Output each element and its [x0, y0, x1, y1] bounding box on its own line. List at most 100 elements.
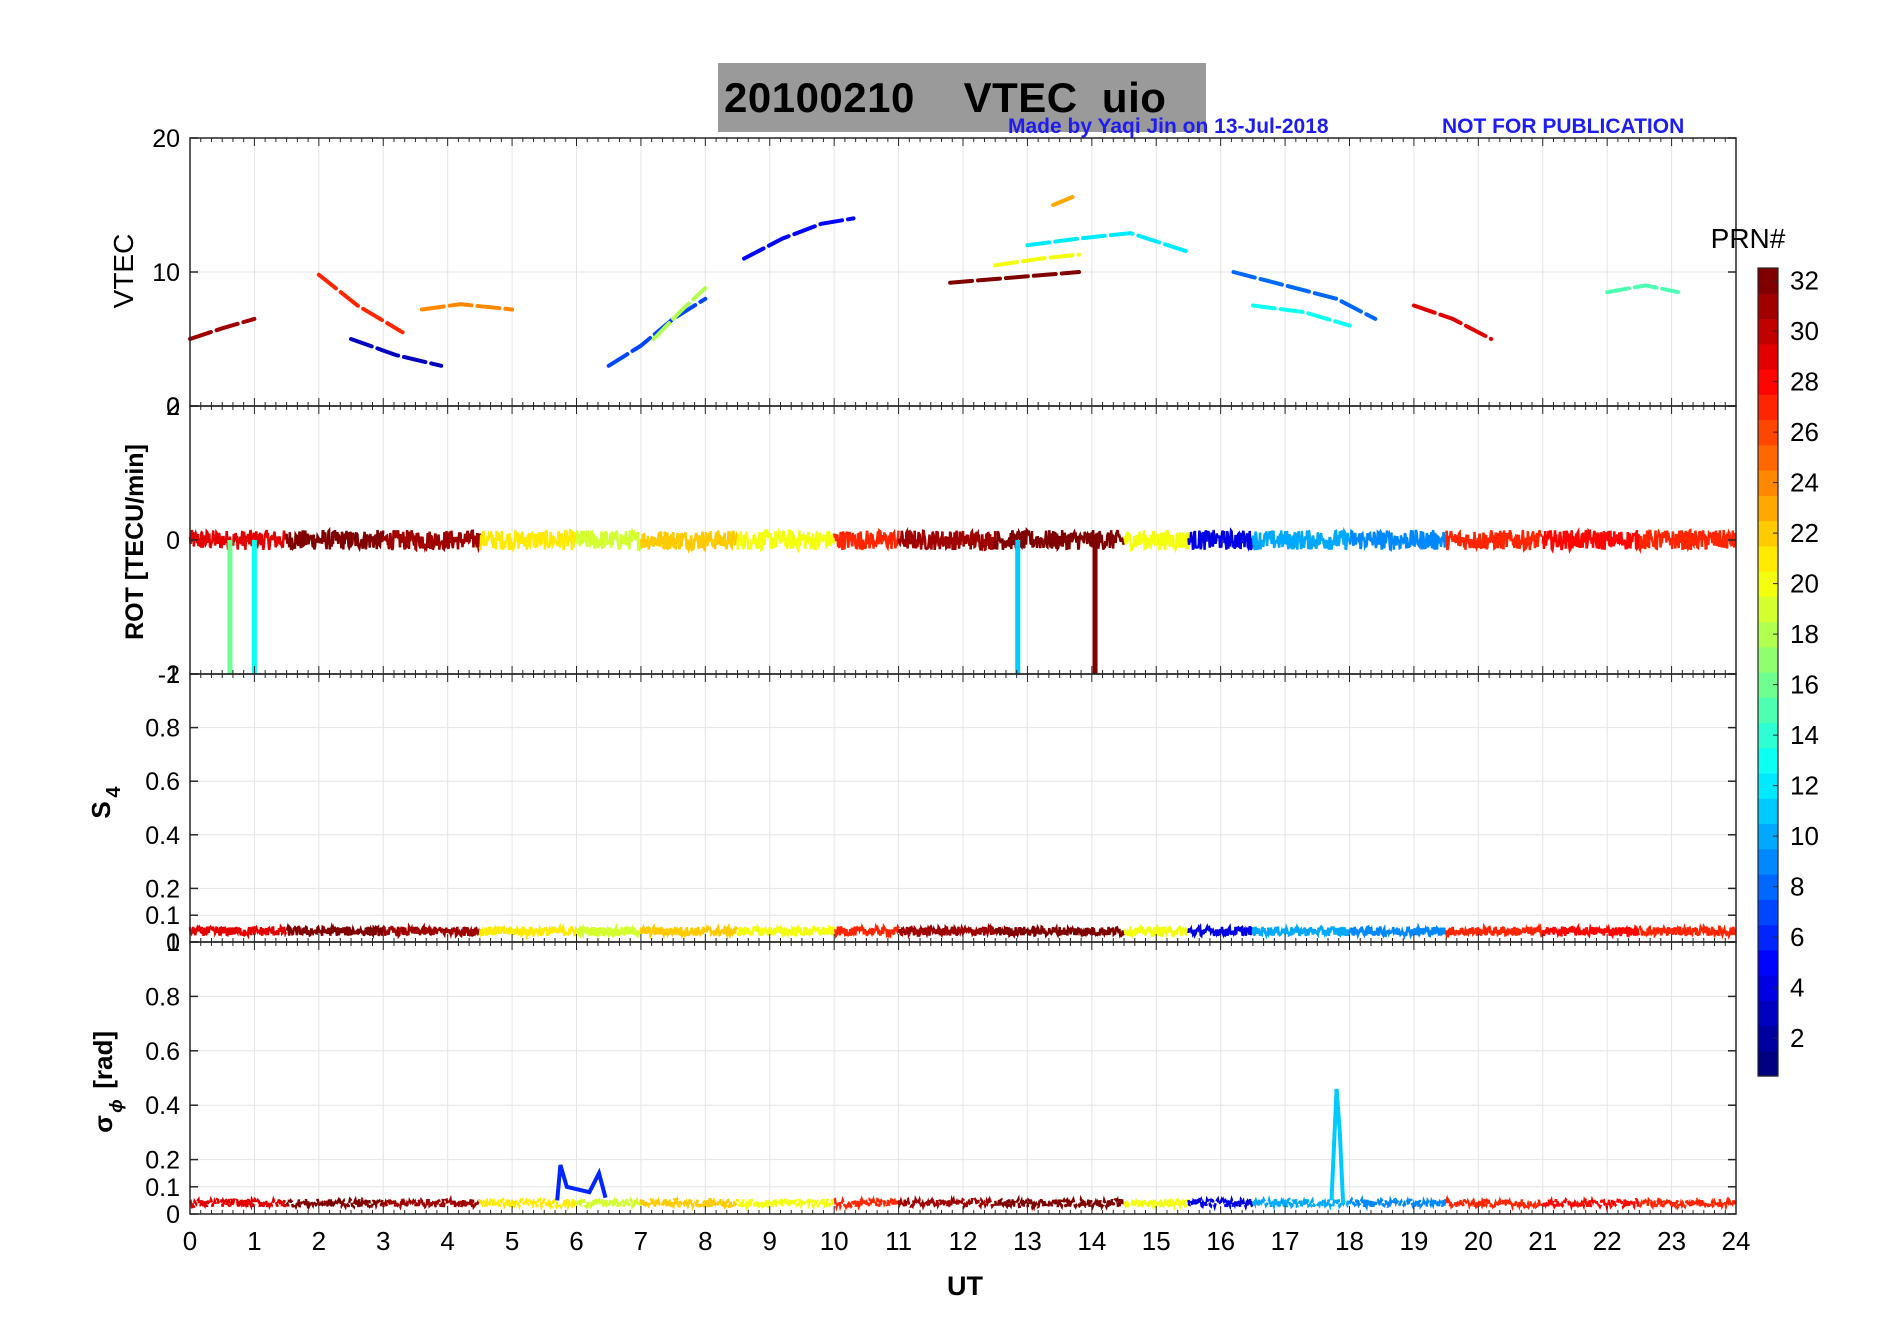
- sigma-trace: [1541, 1195, 1640, 1212]
- x-tick-label: 17: [1271, 1226, 1300, 1256]
- y-tick-label: 0.8: [145, 983, 180, 1011]
- vtec-trace: [1025, 231, 1191, 254]
- vtec-trace: [316, 272, 405, 335]
- colorbar-tick-label: 22: [1790, 518, 1819, 548]
- s4-trace: [1251, 923, 1351, 940]
- colorbar-tick-label: 20: [1790, 569, 1819, 599]
- colorbar-cell: [1758, 621, 1778, 648]
- s4-trace: [1638, 922, 1737, 941]
- rot-trace: [1251, 526, 1351, 551]
- y-tick-label: 0.2: [145, 875, 180, 903]
- y-tick-label: 1: [166, 929, 180, 957]
- x-tick-label: 6: [569, 1226, 583, 1256]
- rot-trace: [736, 527, 836, 554]
- colorbar-cell: [1758, 444, 1778, 471]
- x-tick-label: 18: [1335, 1226, 1364, 1256]
- vtec-trace: [419, 302, 515, 312]
- colorbar-cell: [1758, 722, 1778, 749]
- y-tick-label: 0.4: [145, 1092, 180, 1120]
- colorbar-cell: [1758, 899, 1778, 926]
- colorbar-tick-label: 30: [1790, 316, 1819, 346]
- credit-author: Made by Yaqi Jin on 13-Jul-2018: [1008, 115, 1329, 138]
- rot-trace: [1348, 528, 1447, 552]
- credit-notice: NOT FOR PUBLICATION: [1442, 115, 1685, 138]
- x-tick-label: 12: [949, 1226, 978, 1256]
- sigma-ylabel-main: σ: [88, 1115, 118, 1133]
- s4-trace: [188, 923, 288, 940]
- x-tick-label: 24: [1722, 1226, 1751, 1256]
- colorbar-cell: [1758, 848, 1778, 875]
- x-tick-label: 2: [312, 1226, 326, 1256]
- s4-trace: [285, 922, 385, 940]
- chart-title: 20100210 VTEC uio: [724, 74, 1166, 122]
- sigma-trace: [1444, 1194, 1544, 1212]
- y-tick-label: 2: [166, 393, 180, 421]
- title-banner: [718, 63, 1206, 132]
- x-tick-label: 7: [634, 1226, 648, 1256]
- colorbar-cell: [1758, 545, 1778, 572]
- sigma-trace: [1251, 1194, 1350, 1212]
- vtec-ylabel: VTEC: [108, 234, 139, 309]
- rot-trace: [575, 526, 643, 552]
- y-tick-label: 0: [166, 929, 180, 957]
- sigma-trace: [1187, 1195, 1254, 1212]
- y-tick-label: 0.6: [145, 1038, 180, 1066]
- rot-trace: [1187, 527, 1254, 552]
- sigma-trace: [736, 1196, 835, 1212]
- colorbar-tick-label: 2: [1790, 1023, 1804, 1053]
- sigma-trace: [993, 1194, 1125, 1212]
- vtec-trace: [1250, 303, 1352, 328]
- vtec-trace: [948, 270, 1081, 285]
- x-tick-label: 0: [183, 1226, 197, 1256]
- rot-trace: [188, 528, 288, 551]
- s4-ylabel-sub: 4: [103, 786, 125, 798]
- x-tick-label: 23: [1657, 1226, 1686, 1256]
- colorbar-tick-label: 16: [1790, 670, 1819, 700]
- x-tick-label: 16: [1206, 1226, 1235, 1256]
- y-tick-label: 0: [166, 393, 180, 421]
- s4-trace: [1187, 922, 1253, 940]
- colorbar-tick-label: 6: [1790, 922, 1804, 952]
- x-tick-label: 19: [1399, 1226, 1428, 1256]
- sigma-ylabel-unit: [rad]: [88, 1031, 118, 1096]
- sigma-trace: [189, 1195, 288, 1211]
- colorbar-cell: [1758, 975, 1778, 1001]
- y-tick-label: 0.6: [145, 768, 180, 796]
- rot-trace: [285, 526, 385, 553]
- colorbar-label: PRN#: [1711, 223, 1786, 254]
- colorbar-cell: [1758, 470, 1778, 496]
- y-tick-label: 0.1: [145, 902, 180, 930]
- colorbar-cell: [1758, 672, 1778, 698]
- colorbar-cell: [1758, 571, 1778, 597]
- x-tick-label: 13: [1013, 1226, 1042, 1256]
- sigma-feature: [1329, 1088, 1346, 1204]
- colorbar-tick-label: 14: [1790, 720, 1819, 750]
- s4-trace: [1348, 922, 1447, 940]
- colorbar-cell: [1758, 1025, 1778, 1052]
- vtec-trace: [651, 286, 708, 341]
- vtec-trace: [1231, 270, 1378, 321]
- colorbar-cell: [1758, 520, 1778, 547]
- rot-trace: [1541, 527, 1640, 554]
- s4-ylabel: S 4: [86, 786, 125, 819]
- colorbar-cell: [1758, 646, 1778, 673]
- x-tick-label: 9: [763, 1226, 777, 1256]
- colorbar-cell: [1758, 1050, 1778, 1077]
- colorbar-frame: [1757, 267, 1779, 1077]
- x-tick-label: 8: [698, 1226, 712, 1256]
- s4-trace: [575, 921, 643, 940]
- vtec-trace: [188, 316, 257, 341]
- vtec-trace: [742, 216, 856, 261]
- title-gap: [915, 74, 964, 121]
- vtec-trace: [1051, 195, 1075, 207]
- s4-trace: [897, 922, 997, 940]
- sigma-trace: [575, 1195, 642, 1212]
- vtec-trace: [1605, 283, 1680, 295]
- colorbar-tick-label: 32: [1790, 266, 1819, 296]
- x-tick-label: 1: [247, 1226, 261, 1256]
- sigma-trace: [639, 1195, 739, 1213]
- rot-trace: [897, 526, 997, 552]
- sigma-trace: [285, 1195, 384, 1211]
